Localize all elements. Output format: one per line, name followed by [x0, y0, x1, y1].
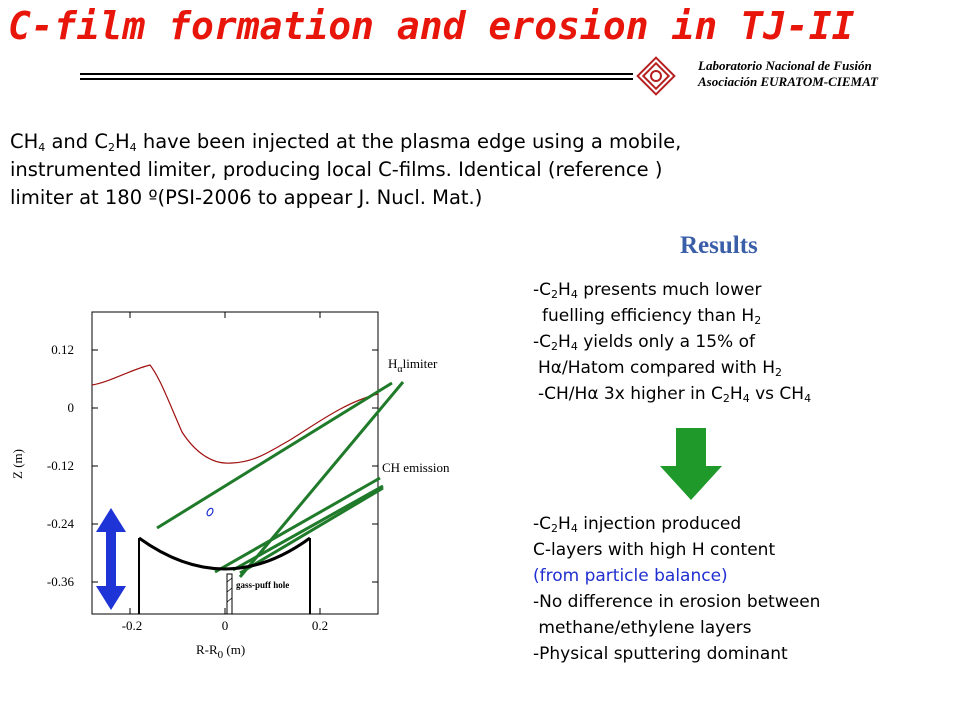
x-tick-label: 0	[222, 618, 229, 633]
y-tick-label: -0.36	[47, 574, 75, 589]
intro-paragraph: CH4 and C2H4 have been injected at the p…	[10, 128, 910, 212]
org-name-line2: Asociación EURATOM-CIEMAT	[698, 74, 878, 89]
x-tick-label: -0.2	[122, 618, 143, 633]
plot-frame	[91, 311, 379, 615]
gas-puff-hole-marker	[226, 573, 233, 615]
sightline	[239, 486, 384, 575]
x-axis-label: R-R0 (m)	[196, 642, 245, 661]
y-tick-label: 0.12	[51, 342, 74, 357]
intro-line2: instrumented limiter, producing local C-…	[10, 158, 663, 181]
halpha-limiter-label: Hαlimiter	[388, 356, 438, 375]
title-underline	[80, 73, 633, 75]
intro-line1: CH4 and C2H4 have been injected at the p…	[10, 130, 682, 154]
conclusion-line3: (from particle balance)	[533, 566, 728, 586]
conclusion-line2: C-layers with high H content	[533, 540, 776, 560]
conclusion-line6: -Physical sputtering dominant	[533, 644, 788, 664]
conclusion-line5: methane/ethylene layers	[533, 618, 752, 638]
title-underline-second	[80, 78, 633, 80]
ciemat-logo-icon	[636, 56, 676, 96]
result-line1: -C2H4 presents much lower	[533, 280, 762, 301]
conclusion-line4: -No difference in erosion between	[533, 592, 821, 612]
sightline	[156, 381, 393, 530]
results-heading: Results	[680, 232, 758, 259]
result-line2: fuelling efficiency than H2	[542, 306, 762, 327]
motion-arrow-icon	[96, 508, 126, 610]
result-line5: -CH/Hα 3x higher in C2H4 vs CH4	[538, 384, 812, 405]
result-line3: -C2H4 yields only a 15% of	[533, 332, 755, 353]
x-tick-label: 0.2	[312, 618, 328, 633]
intro-line3: limiter at 180 º(PSI-2006 to appear J. N…	[10, 186, 483, 209]
y-tick-label: -0.24	[47, 516, 75, 531]
y-axis-label: Z (m)	[10, 449, 25, 479]
y-tick-label: 0	[68, 400, 75, 415]
conclusions-list: -C2H4 injection produced C-layers with h…	[533, 511, 820, 667]
limiter-head	[138, 536, 311, 571]
limiter-geometry-plot: 0.12 0 -0.12 -0.24 -0.36 -0.2 0 0.2 Z (m…	[10, 311, 450, 661]
y-tick-label: -0.12	[47, 458, 74, 473]
result-line4: Hα/Hatom compared with H2	[538, 358, 783, 379]
slide-title: C-film formation and erosion in TJ-II	[8, 4, 855, 48]
conclusion-line1: -C2H4 injection produced	[533, 514, 742, 535]
gas-puff-hole-label: gass-puff hole	[236, 580, 289, 590]
org-name-line1: Laboratorio Nacional de Fusión	[698, 58, 872, 73]
sightline	[214, 476, 381, 574]
film-spot	[206, 507, 214, 517]
sightline	[238, 381, 405, 578]
results-list: -C2H4 presents much lower fuelling effic…	[533, 277, 811, 407]
ch-emission-label: CH emission	[382, 460, 450, 475]
sightline	[232, 484, 384, 572]
down-arrow-icon	[660, 428, 722, 500]
plasma-boundary-curve	[91, 364, 379, 464]
